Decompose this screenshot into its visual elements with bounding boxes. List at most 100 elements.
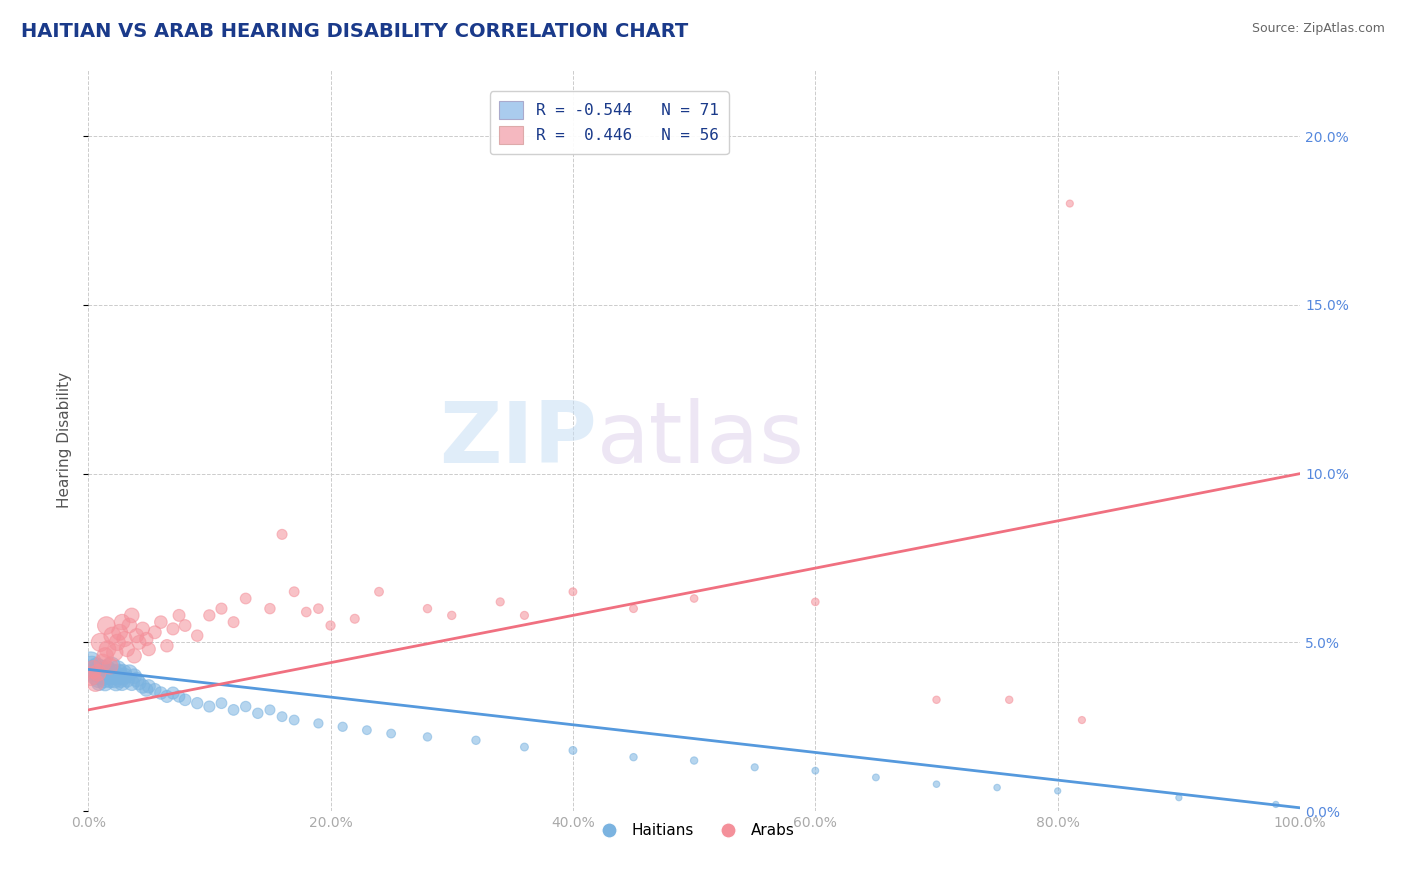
Point (925, 777, 948, 791)
Point (122, 669, 145, 683)
Point (143, 682, 166, 697)
Point (211, 601, 233, 615)
Point (91, 669, 114, 683)
Point (118, 665, 141, 680)
Point (94, 648, 117, 663)
Point (96, 618, 118, 632)
Point (561, 584, 583, 599)
Point (90, 665, 112, 680)
Point (103, 669, 125, 683)
Point (356, 723, 378, 738)
Point (259, 703, 281, 717)
Point (380, 726, 402, 740)
Point (118, 618, 141, 632)
Point (89, 635, 111, 649)
Point (1046, 784, 1069, 798)
Point (114, 632, 136, 646)
Point (804, 595, 827, 609)
Point (82, 662, 104, 676)
Point (998, 693, 1021, 707)
Point (283, 713, 305, 727)
Point (108, 625, 131, 640)
Point (186, 629, 208, 643)
Point (259, 601, 281, 615)
Point (1264, 797, 1286, 812)
Point (94, 676, 117, 690)
Point (319, 618, 342, 632)
Point (465, 733, 488, 747)
Point (125, 673, 148, 687)
Point (122, 648, 145, 663)
Point (87, 665, 110, 680)
Point (98, 659, 121, 673)
Point (1167, 790, 1189, 805)
Point (744, 760, 766, 774)
Point (138, 642, 160, 657)
Point (111, 615, 134, 629)
Point (865, 771, 887, 785)
Point (683, 591, 706, 606)
Y-axis label: Hearing Disability: Hearing Disability (58, 372, 72, 508)
Point (283, 584, 305, 599)
Point (198, 699, 221, 714)
Point (307, 601, 329, 615)
Point (84, 669, 107, 683)
Point (104, 646, 127, 660)
Point (131, 622, 153, 636)
Point (211, 696, 233, 710)
Point (416, 601, 439, 615)
Point (84, 676, 107, 690)
Point (186, 696, 208, 710)
Point (79, 656, 101, 670)
Point (87, 673, 110, 687)
Point (804, 764, 827, 778)
Point (96, 642, 118, 657)
Point (1059, 196, 1081, 211)
Point (156, 690, 179, 704)
Point (440, 608, 463, 623)
Point (198, 608, 221, 623)
Point (108, 669, 131, 683)
Text: HAITIAN VS ARAB HEARING DISABILITY CORRELATION CHART: HAITIAN VS ARAB HEARING DISABILITY CORRE… (21, 22, 689, 41)
Point (110, 673, 132, 687)
Point (222, 615, 245, 629)
Point (111, 676, 134, 690)
Point (83, 665, 105, 680)
Point (295, 605, 318, 619)
Point (235, 591, 257, 606)
Point (80, 659, 103, 673)
Point (561, 743, 583, 757)
Point (135, 682, 157, 697)
Point (115, 642, 138, 657)
Point (222, 703, 245, 717)
Point (86, 659, 108, 673)
Point (167, 608, 190, 623)
Point (114, 669, 136, 683)
Point (307, 716, 329, 731)
Point (143, 625, 166, 640)
Point (98, 673, 121, 687)
Point (167, 690, 190, 704)
Point (623, 750, 645, 764)
Text: atlas: atlas (598, 399, 806, 482)
Point (683, 754, 706, 768)
Point (162, 622, 184, 636)
Point (149, 615, 172, 629)
Point (121, 608, 143, 623)
Point (162, 686, 184, 700)
Point (107, 665, 129, 680)
Point (986, 780, 1008, 795)
Point (246, 706, 269, 721)
Point (271, 527, 294, 541)
Point (112, 665, 135, 680)
Point (513, 739, 536, 754)
Point (121, 676, 143, 690)
Point (271, 709, 294, 723)
Text: Source: ZipAtlas.com: Source: ZipAtlas.com (1251, 22, 1385, 36)
Point (156, 639, 179, 653)
Point (105, 635, 128, 649)
Point (925, 693, 948, 707)
Point (368, 584, 391, 599)
Point (332, 720, 354, 734)
Point (105, 662, 128, 676)
